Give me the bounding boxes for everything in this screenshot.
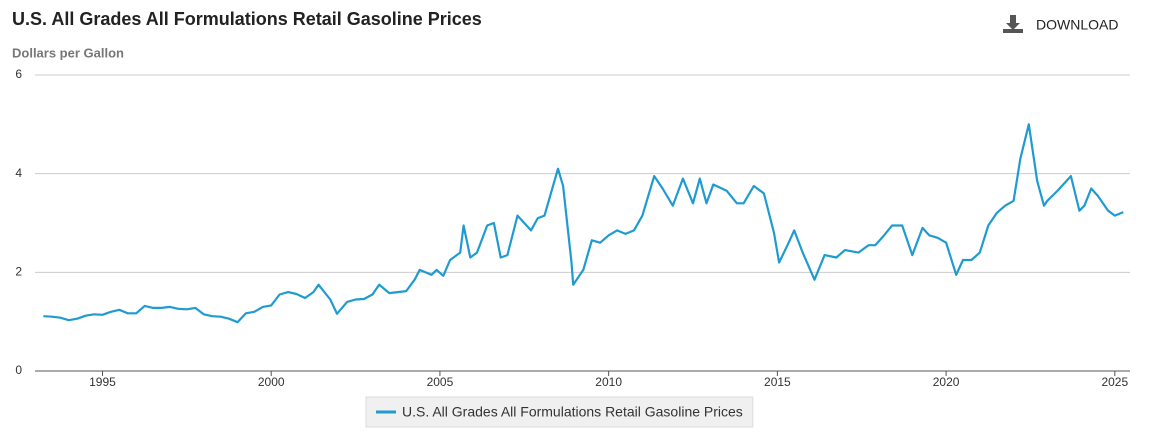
download-icon[interactable] <box>1003 15 1023 33</box>
y-tick-label: 0 <box>15 363 22 377</box>
y-tick-label: 6 <box>15 67 22 81</box>
y-axis-label: Dollars per Gallon <box>12 45 124 60</box>
x-tick-label: 2005 <box>427 375 454 389</box>
download-button[interactable]: DOWNLOAD <box>1003 15 1118 33</box>
legend-label: U.S. All Grades All Formulations Retail … <box>402 404 743 420</box>
download-label[interactable]: DOWNLOAD <box>1036 17 1118 33</box>
x-tick-label: 1995 <box>89 375 116 389</box>
legend-box <box>365 396 754 428</box>
y-tick-label: 2 <box>15 265 22 279</box>
x-tick-label: 2010 <box>595 375 622 389</box>
line <box>43 123 1124 324</box>
y-tick-label: 4 <box>15 166 22 180</box>
x-tick-label: 2020 <box>933 375 960 389</box>
x-tick-label: 2000 <box>258 375 285 389</box>
x-tick-label: 2015 <box>764 375 791 389</box>
x-tick-label: 2025 <box>1101 375 1128 389</box>
legend: U.S. All Grades All Formulations Retail … <box>365 396 754 428</box>
chart-title: U.S. All Grades All Formulations Retail … <box>12 9 482 29</box>
